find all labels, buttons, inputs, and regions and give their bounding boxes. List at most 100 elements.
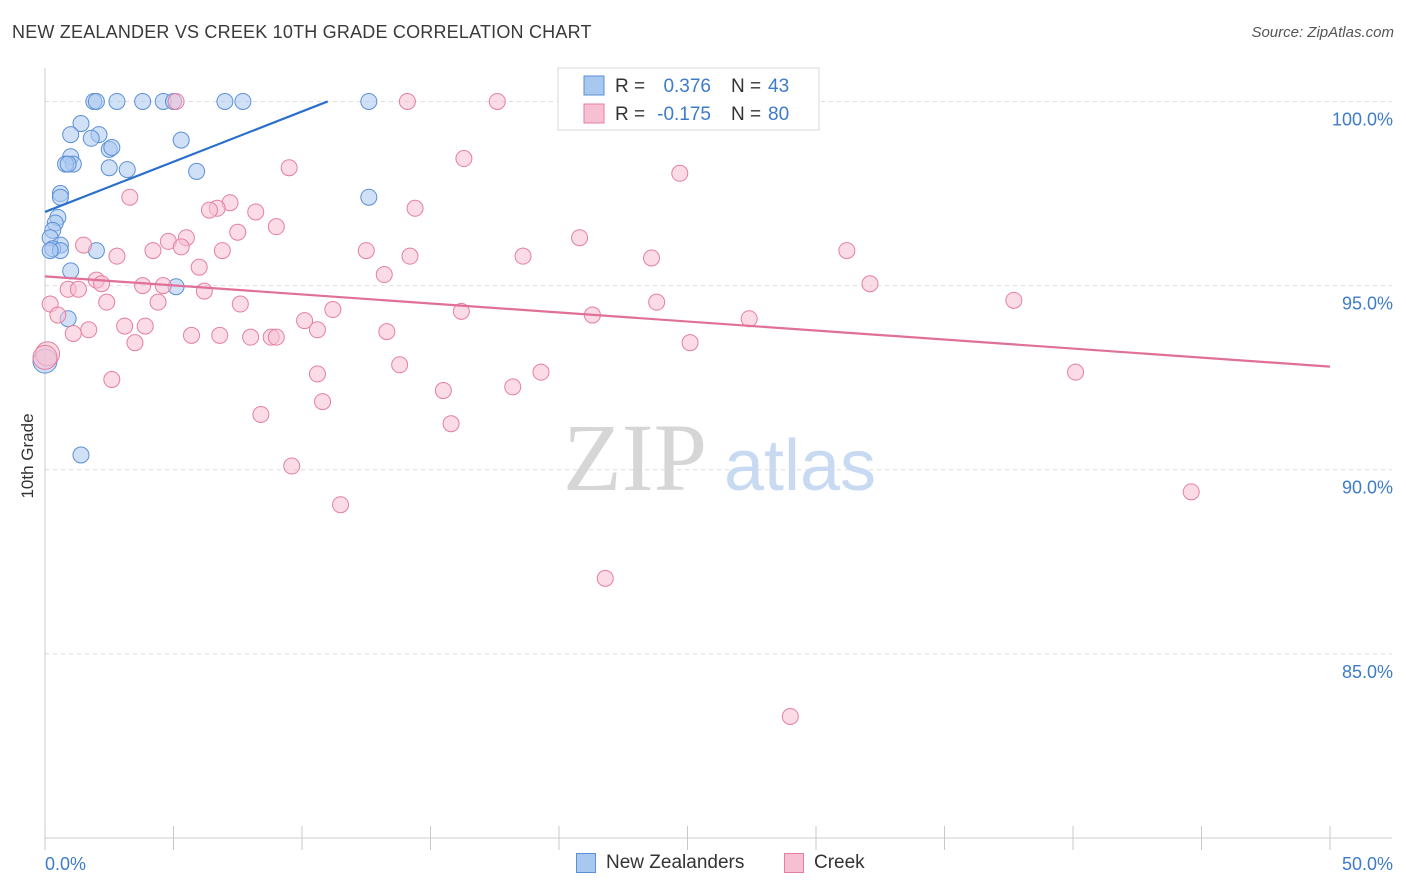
data-point[interactable]: [134, 92, 152, 110]
data-point[interactable]: [172, 238, 190, 256]
data-point[interactable]: [296, 312, 314, 330]
data-point[interactable]: [442, 415, 460, 433]
data-point[interactable]: [144, 242, 162, 260]
data-point[interactable]: [234, 92, 252, 110]
data-point[interactable]: [360, 92, 378, 110]
data-point[interactable]: [571, 229, 589, 247]
data-point[interactable]: [242, 328, 260, 346]
data-point[interactable]: [360, 188, 378, 206]
data-point[interactable]: [1182, 483, 1200, 501]
data-point[interactable]: [332, 496, 350, 514]
data-point[interactable]: [452, 302, 470, 320]
data-point[interactable]: [62, 262, 80, 280]
data-point[interactable]: [1005, 291, 1023, 309]
data-point[interactable]: [308, 321, 326, 339]
legend-r-label-2: R =: [615, 104, 645, 125]
data-point[interactable]: [64, 324, 82, 342]
data-point[interactable]: [69, 280, 87, 298]
data-point[interactable]: [118, 161, 136, 179]
data-point[interactable]: [136, 317, 154, 335]
data-point[interactable]: [308, 365, 326, 383]
legend-item-creek[interactable]: Creek: [784, 852, 865, 874]
data-point[interactable]: [375, 266, 393, 284]
data-point[interactable]: [398, 92, 416, 110]
data-point[interactable]: [504, 378, 522, 396]
data-point[interactable]: [229, 223, 247, 241]
data-point[interactable]: [283, 457, 301, 475]
legend-r-value-2: -0.175: [657, 104, 711, 125]
data-point[interactable]: [49, 306, 67, 324]
data-point[interactable]: [231, 295, 249, 313]
data-point[interactable]: [149, 293, 167, 311]
data-point[interactable]: [195, 282, 213, 300]
data-point[interactable]: [280, 159, 298, 177]
grid-lines: [45, 100, 1392, 655]
data-point[interactable]: [596, 569, 614, 587]
legend-item-new-zealanders[interactable]: New Zealanders: [576, 852, 744, 874]
data-point[interactable]: [103, 371, 121, 389]
data-point[interactable]: [103, 138, 121, 156]
data-point[interactable]: [59, 155, 77, 173]
data-point[interactable]: [75, 236, 93, 254]
data-point[interactable]: [182, 326, 200, 344]
legend-n-label-2: N =: [731, 104, 761, 125]
data-point[interactable]: [861, 275, 879, 293]
data-point[interactable]: [200, 201, 218, 219]
data-point[interactable]: [216, 92, 234, 110]
data-point[interactable]: [648, 293, 666, 311]
data-point[interactable]: [434, 382, 452, 400]
data-point[interactable]: [188, 162, 206, 180]
data-point[interactable]: [488, 92, 506, 110]
data-point[interactable]: [267, 328, 285, 346]
y-tick-labels: 85.0% 90.0% 95.0% 100.0%: [1332, 109, 1393, 681]
data-point[interactable]: [126, 334, 144, 352]
legend-label-creek: Creek: [814, 852, 865, 873]
data-point[interactable]: [121, 188, 139, 206]
data-point[interactable]: [455, 150, 473, 168]
data-point[interactable]: [172, 131, 190, 149]
data-point[interactable]: [514, 247, 532, 265]
watermark: ZIP atlas: [563, 404, 876, 511]
data-point[interactable]: [681, 334, 699, 352]
data-point[interactable]: [167, 92, 185, 110]
data-point[interactable]: [324, 301, 342, 319]
data-point[interactable]: [62, 126, 80, 144]
data-point[interactable]: [532, 363, 550, 381]
data-point[interactable]: [314, 393, 332, 411]
data-point[interactable]: [80, 321, 98, 339]
data-point[interactable]: [401, 247, 419, 265]
data-point[interactable]: [100, 159, 118, 177]
data-point[interactable]: [781, 707, 799, 725]
data-point[interactable]: [406, 199, 424, 217]
axes: [44, 68, 1392, 850]
data-point[interactable]: [32, 344, 58, 370]
data-point[interactable]: [134, 277, 152, 295]
data-point[interactable]: [82, 129, 100, 147]
data-point[interactable]: [213, 242, 231, 260]
data-point[interactable]: [671, 164, 689, 182]
data-point[interactable]: [252, 405, 270, 423]
data-point[interactable]: [378, 323, 396, 341]
trend-line-creek: [44, 275, 1331, 368]
data-point[interactable]: [643, 249, 661, 267]
data-point[interactable]: [41, 242, 59, 260]
data-point[interactable]: [87, 92, 105, 110]
data-point[interactable]: [108, 92, 126, 110]
data-point[interactable]: [93, 275, 111, 293]
data-point[interactable]: [1067, 363, 1085, 381]
data-point[interactable]: [190, 258, 208, 276]
data-point[interactable]: [267, 218, 285, 236]
data-point[interactable]: [72, 446, 90, 464]
data-point[interactable]: [247, 203, 265, 221]
data-point[interactable]: [391, 356, 409, 374]
data-point[interactable]: [116, 317, 134, 335]
legend-n-value-1: 43: [768, 76, 789, 97]
data-point[interactable]: [838, 242, 856, 260]
data-point[interactable]: [98, 293, 116, 311]
data-point[interactable]: [357, 242, 375, 260]
data-point[interactable]: [108, 247, 126, 265]
data-point[interactable]: [72, 115, 90, 133]
y-tick-label: 90.0%: [1342, 478, 1393, 498]
data-point[interactable]: [211, 326, 229, 344]
